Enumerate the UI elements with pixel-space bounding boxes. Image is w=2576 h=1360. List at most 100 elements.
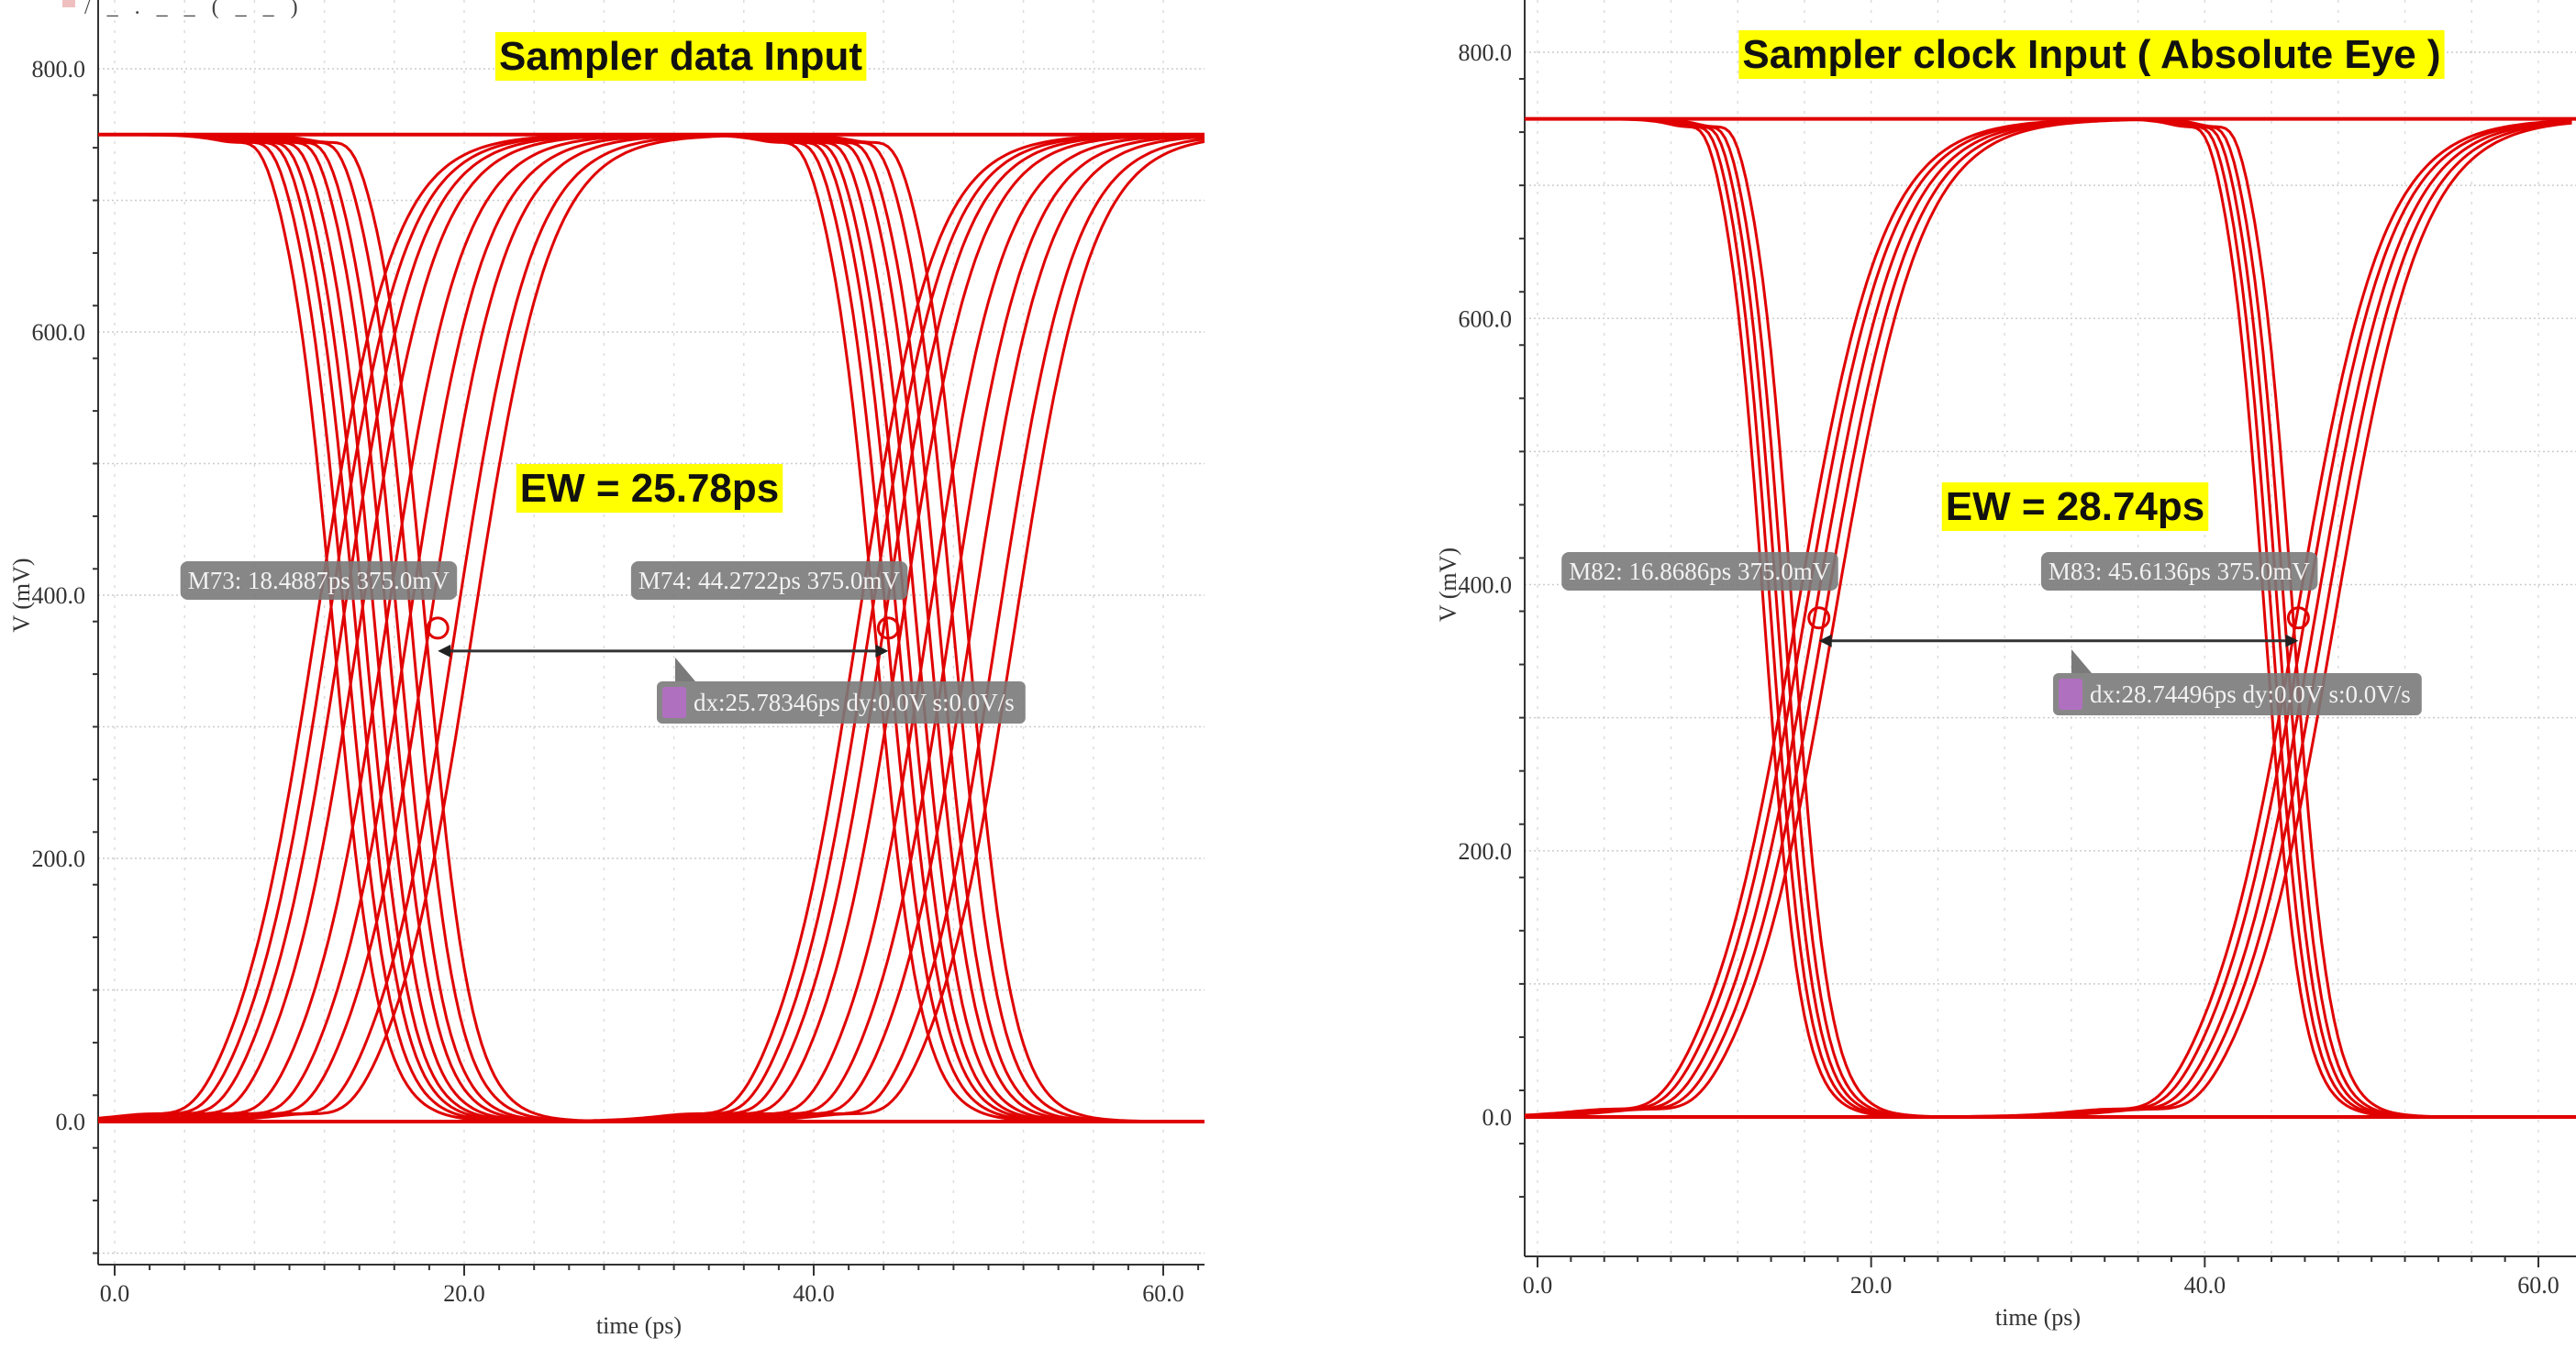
rising-trace <box>98 133 1205 1123</box>
y-tick-label: 800.0 <box>1459 39 1513 66</box>
y-tick-label: 0.0 <box>56 1109 86 1135</box>
rising-trace <box>98 133 1205 1120</box>
clipped-header-text: / _ . _ _ ( _ _ ) <box>84 0 304 19</box>
rising-trace <box>98 133 1205 1121</box>
rising-trace <box>98 133 1205 1122</box>
rising-trace <box>98 133 1205 1123</box>
marker-circle <box>1807 606 1831 630</box>
falling-trace <box>1525 117 2572 1119</box>
falling-trace <box>98 133 1205 1123</box>
delta-label: dx:25.78346ps dy:0.0V s:0.0V/s <box>694 689 1015 716</box>
falling-trace <box>98 133 1205 1123</box>
rising-trace <box>1525 117 2572 1118</box>
falling-trace <box>98 133 1205 1123</box>
rising-trace <box>1525 119 2572 1119</box>
rising-trace <box>1525 120 2572 1119</box>
y-tick-label: 200.0 <box>1459 838 1513 865</box>
eye-width-annotation: EW = 28.74ps <box>1946 484 2204 529</box>
falling-trace <box>1525 117 2572 1119</box>
y-tick-label: 200.0 <box>32 846 86 872</box>
falling-trace <box>98 133 1205 1123</box>
delta-label: dx:28.74496ps dy:0.0V s:0.0V/s <box>2090 680 2411 708</box>
traces <box>1525 116 2576 1119</box>
marker-label: M73: 18.4887ps 375.0mV <box>188 567 450 594</box>
chart-2: 0.0 20.0 40.0 60.0 0.0 200.0 400.0 600.0 800.0 ti… <box>1435 0 2576 1331</box>
falling-trace <box>1525 117 2572 1119</box>
rising-trace <box>98 138 1205 1123</box>
falling-trace <box>1525 117 2572 1119</box>
rising-trace <box>98 133 1205 1123</box>
falling-trace <box>98 133 1205 1123</box>
falling-trace <box>98 133 1205 1123</box>
y-tick-label: 0.0 <box>1482 1104 1513 1131</box>
highlight-box <box>1738 30 2445 79</box>
highlight-box <box>1941 482 2209 531</box>
falling-trace <box>1525 117 2572 1119</box>
rising-trace <box>98 139 1205 1123</box>
delta-label-box <box>2053 673 2422 715</box>
y-axis-label: V (mV) <box>1435 547 1461 622</box>
falling-trace <box>98 133 1205 1123</box>
arrow-head-left <box>1818 634 1832 647</box>
marker-circle <box>2286 606 2310 630</box>
rising-trace <box>98 133 1205 1123</box>
eye-width-annotation: EW = 25.78ps <box>520 466 779 511</box>
arrow-head-left <box>438 644 451 658</box>
y-tick-label: 600.0 <box>1459 305 1513 332</box>
x-tick-label: 0.0 <box>100 1280 130 1307</box>
rising-trace <box>1525 117 2572 1118</box>
y-tick-label: 400.0 <box>1459 572 1513 599</box>
y-tick-label: 800.0 <box>32 56 86 83</box>
x-axis-label: time (ps) <box>1995 1304 2081 1331</box>
chart-title: Sampler data Input <box>499 34 862 79</box>
highlight-box <box>516 464 783 513</box>
marker-label-box <box>180 561 458 600</box>
traces <box>98 132 1205 1123</box>
rising-trace <box>1525 121 2572 1119</box>
marker-label: M82: 16.8686ps 375.0mV <box>1569 558 1831 585</box>
falling-trace <box>98 133 1205 1123</box>
highlight-box <box>494 32 867 81</box>
falling-trace <box>98 133 1205 1123</box>
arrow-head-right <box>2285 634 2299 647</box>
delta-label-box <box>657 681 1026 724</box>
rising-trace <box>98 133 1205 1123</box>
marker-label: M74: 44.2722ps 375.0mV <box>638 567 901 594</box>
falling-trace <box>98 133 1205 1123</box>
falling-trace <box>98 133 1205 1123</box>
rising-trace <box>1525 117 2572 1118</box>
delta-icon <box>662 687 686 718</box>
rising-trace <box>98 133 1205 1123</box>
x-tick-label: 60.0 <box>1142 1280 1184 1307</box>
falling-trace <box>1525 117 2572 1119</box>
rising-trace <box>98 133 1205 1122</box>
legend-swatch <box>62 0 75 7</box>
marker-circle <box>876 616 900 640</box>
x-tick-label: 40.0 <box>2184 1272 2226 1299</box>
rising-trace <box>98 133 1205 1123</box>
rising-trace <box>98 133 1205 1123</box>
arrow-head-right <box>875 644 889 658</box>
falling-trace <box>98 133 1205 1123</box>
falling-trace <box>98 133 1205 1123</box>
falling-trace <box>1525 117 2572 1119</box>
falling-trace <box>1525 117 2572 1119</box>
marker-label: M83: 45.6136ps 375.0mV <box>2049 558 2311 585</box>
rising-trace <box>98 134 1205 1123</box>
falling-trace <box>98 133 1205 1123</box>
falling-trace <box>98 133 1205 1123</box>
delta-icon <box>2059 679 2082 710</box>
falling-trace <box>1525 117 2572 1119</box>
falling-trace <box>98 133 1205 1123</box>
chart-title: Sampler clock Input ( Absolute Eye ) <box>1742 32 2440 77</box>
x-tick-label: 20.0 <box>1850 1272 1893 1299</box>
rising-trace <box>98 135 1205 1123</box>
y-tick-label: 600.0 <box>32 319 86 346</box>
marker-label-box <box>630 561 908 600</box>
x-tick-label: 0.0 <box>1523 1272 1553 1299</box>
rising-trace <box>1525 120 2572 1119</box>
marker-circle <box>426 616 450 640</box>
rising-trace <box>98 134 1205 1123</box>
delta-callout-pointer <box>2071 649 2092 673</box>
